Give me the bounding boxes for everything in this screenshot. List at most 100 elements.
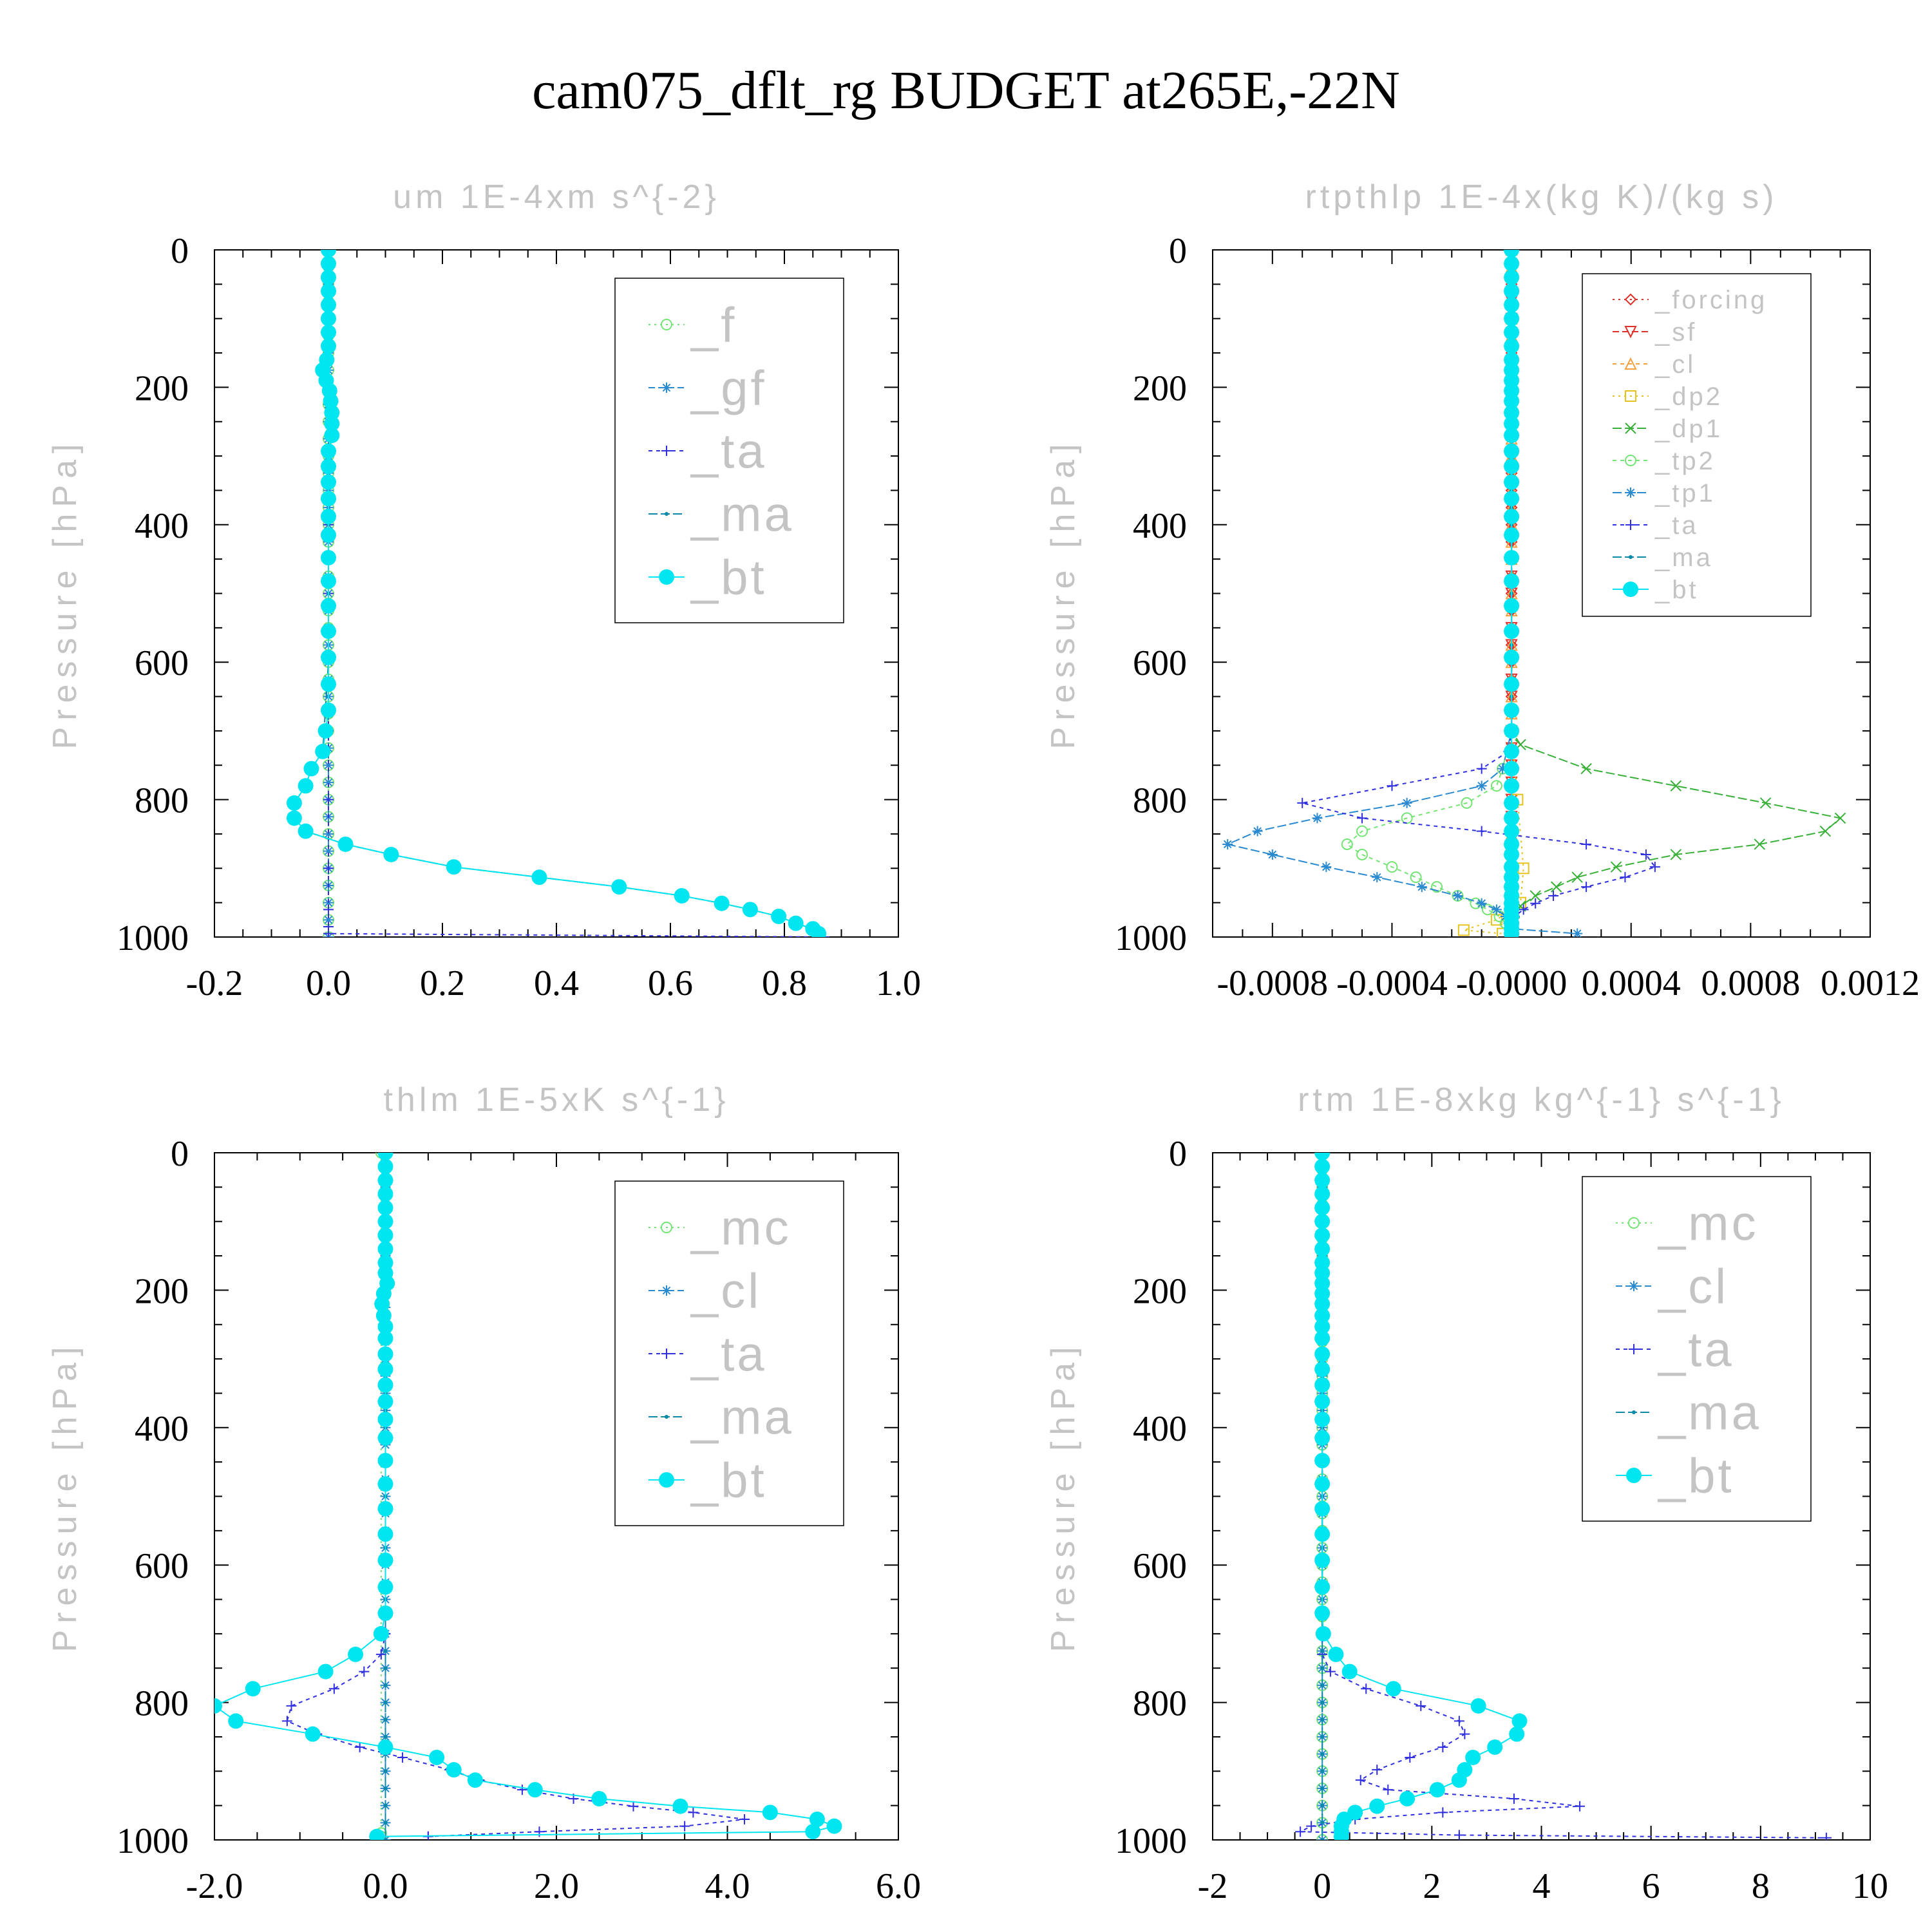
bt-marker xyxy=(321,338,336,354)
legend-item: _ma xyxy=(649,1390,791,1445)
bt-marker xyxy=(377,1526,393,1542)
x-tick-label: 0.4 xyxy=(534,963,579,1003)
x-marker xyxy=(1530,890,1541,902)
dot-marker xyxy=(1320,1734,1325,1739)
bt-marker xyxy=(377,1241,393,1257)
square-marker xyxy=(1625,390,1636,402)
plus-marker xyxy=(1476,826,1487,837)
bt-marker xyxy=(377,1579,393,1595)
bt-marker xyxy=(377,1453,393,1469)
plus-marker xyxy=(1355,1775,1366,1786)
plus-marker xyxy=(323,904,334,915)
x-tick-label: -0.0008 xyxy=(1217,963,1328,1003)
panel-title: thlm 1E-5xK s^{-1} xyxy=(383,1081,729,1119)
bt-marker xyxy=(1429,1782,1445,1798)
x-tick-label: 2.0 xyxy=(534,1866,579,1906)
x-tick-label: 0 xyxy=(1313,1866,1331,1906)
plus-marker xyxy=(688,1807,699,1818)
bt-marker xyxy=(1314,1411,1331,1427)
star-marker xyxy=(1497,763,1508,774)
x-tick-label: -0.0000 xyxy=(1456,963,1567,1003)
bt-marker xyxy=(377,1227,393,1244)
star-marker xyxy=(323,846,334,857)
legend-item: _ma xyxy=(1613,544,1710,572)
legend-label: _ma xyxy=(690,488,794,542)
y-tick-label: 600 xyxy=(135,643,189,683)
bt-marker xyxy=(324,404,340,421)
x-tick-label: -2.0 xyxy=(186,1866,243,1906)
bt-marker xyxy=(377,1430,393,1446)
plot-area xyxy=(1295,1153,1832,1840)
legend-label: _sf xyxy=(1654,318,1697,346)
star-marker xyxy=(1372,872,1383,883)
legend-label: _bt xyxy=(1657,1449,1734,1504)
dot-marker xyxy=(1320,1803,1325,1808)
y-tick-label: 800 xyxy=(135,781,189,821)
legend-box xyxy=(614,1180,844,1526)
x-tick-label: 0.8 xyxy=(762,963,807,1003)
y-tick-label: 0 xyxy=(1169,1134,1187,1174)
bt-marker xyxy=(1465,1749,1481,1765)
plot-area xyxy=(286,250,829,937)
bt-marker xyxy=(1504,474,1520,490)
plot-area xyxy=(214,1153,842,1840)
series-line xyxy=(1346,250,1513,934)
bt-marker xyxy=(315,743,331,759)
legend-label: _bt xyxy=(690,551,767,605)
dot-marker xyxy=(1320,1700,1325,1705)
legend-item: _cl xyxy=(1613,350,1693,379)
bt-marker xyxy=(377,1411,393,1427)
bt-marker xyxy=(1504,723,1520,739)
star-marker xyxy=(1452,890,1463,901)
bt-marker xyxy=(321,491,336,507)
bt-marker xyxy=(321,623,336,639)
plus-marker xyxy=(1357,813,1368,824)
bt-marker xyxy=(1504,508,1520,524)
dot-marker xyxy=(383,1838,388,1840)
plus-marker xyxy=(1361,1683,1372,1694)
plus-marker xyxy=(661,1349,672,1359)
legend-item: _tp1 xyxy=(1613,479,1713,507)
bt-marker xyxy=(1314,1346,1331,1362)
dot-marker xyxy=(1320,1752,1325,1756)
bt-marker xyxy=(674,887,690,904)
bt-marker xyxy=(805,1824,821,1840)
legend-item: _dp1 xyxy=(1613,415,1720,443)
star-marker xyxy=(323,914,334,925)
star-marker xyxy=(1252,826,1263,837)
bt-marker xyxy=(1504,702,1520,718)
y-tick-label: 0 xyxy=(1169,231,1187,271)
bt-marker xyxy=(1314,1394,1331,1410)
x-tick-label: 0.0 xyxy=(363,1866,408,1906)
bt-marker xyxy=(374,1296,390,1312)
legend-box xyxy=(1582,1176,1812,1522)
y-tick-label: 200 xyxy=(135,368,189,408)
bt-marker xyxy=(1314,1526,1331,1542)
bt-marker xyxy=(369,1828,385,1840)
star-marker xyxy=(1572,928,1583,937)
x-marker xyxy=(1670,849,1682,860)
x-tick-label: 0.0008 xyxy=(1701,963,1800,1003)
plus-marker xyxy=(1295,1826,1306,1837)
bt-marker xyxy=(1314,1579,1331,1595)
bt-marker xyxy=(377,1153,393,1160)
plus-marker xyxy=(1306,1821,1317,1832)
legend-item: _ma xyxy=(1616,1386,1759,1441)
bt-marker xyxy=(377,1476,393,1492)
x-tick-label: 10 xyxy=(1852,1866,1888,1906)
legend-label: _dp2 xyxy=(1654,383,1723,411)
bt-marker xyxy=(1511,1713,1528,1729)
dot-marker xyxy=(383,1700,388,1705)
bt-marker xyxy=(811,925,827,937)
star-marker xyxy=(1629,1281,1639,1291)
legend-box xyxy=(614,278,844,623)
bt-marker xyxy=(1314,1453,1331,1469)
bt-marker xyxy=(1399,1790,1416,1806)
bt-marker xyxy=(383,846,399,862)
plus-marker xyxy=(1575,1801,1586,1812)
bt-marker xyxy=(303,761,319,777)
bt-marker xyxy=(1487,1739,1503,1755)
x-tick-label: 0.0004 xyxy=(1582,963,1681,1003)
plus-marker xyxy=(1437,1807,1448,1818)
bt-marker xyxy=(1504,459,1520,475)
